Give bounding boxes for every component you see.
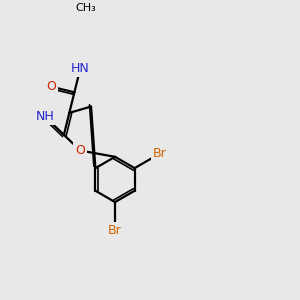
Text: O: O (75, 144, 85, 157)
Text: CH₃: CH₃ (75, 3, 96, 13)
Text: Br: Br (108, 224, 122, 237)
Text: O: O (46, 80, 56, 93)
Text: NH: NH (35, 110, 54, 123)
Text: Br: Br (153, 147, 166, 160)
Text: HN: HN (71, 62, 90, 75)
